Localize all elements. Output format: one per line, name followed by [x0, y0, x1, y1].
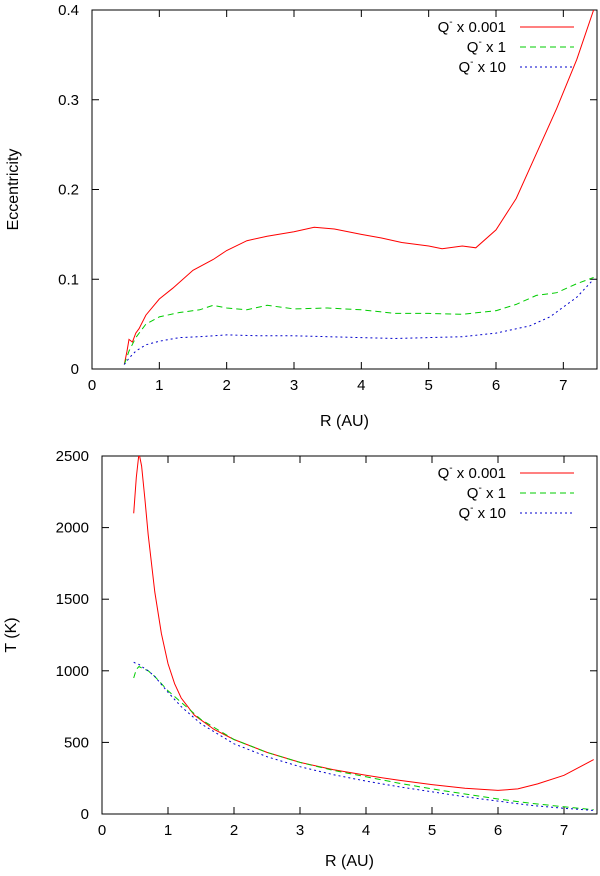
y-axis-label: T (K) — [3, 617, 20, 652]
x-tick-label: 5 — [424, 377, 432, 394]
x-tick-label: 5 — [428, 822, 436, 839]
x-tick-label: 4 — [357, 377, 365, 394]
x-tick-label: 3 — [296, 822, 304, 839]
y-tick-label: 1500 — [56, 591, 89, 608]
x-tick-label: 2 — [230, 822, 238, 839]
y-tick-label: 0 — [81, 806, 89, 823]
y-tick-label: 2500 — [56, 448, 89, 465]
y-axis-label: Eccentricity — [5, 149, 22, 231]
x-tick-label: 6 — [492, 377, 500, 394]
chart-2: 0 1 2 3 4 5 6 7 0 500 1000 1500 2000 2500 R (AU) T (K) Q… — [3, 448, 598, 870]
legend-label-1: Q- x 0.001 — [438, 17, 506, 36]
series-line-1 — [133, 456, 594, 791]
series-line-2 — [123, 277, 594, 365]
series-line-3 — [133, 661, 594, 811]
x-tick-label: 0 — [98, 822, 106, 839]
x-tick-label: 7 — [560, 822, 568, 839]
y-tick-label: 2000 — [56, 520, 89, 537]
series-line-2 — [133, 665, 594, 811]
x-tick-label: 1 — [155, 377, 163, 394]
x-tick-label: 4 — [362, 822, 370, 839]
y-tick-label: 1000 — [56, 663, 89, 680]
x-tick-label: 3 — [290, 377, 298, 394]
legend-label-2: Q- x 1 — [467, 37, 506, 56]
plot-frame — [101, 455, 598, 815]
y-tick-label: 0.2 — [58, 182, 79, 199]
x-tick-label: 1 — [164, 822, 172, 839]
series-line-3 — [123, 278, 594, 365]
x-axis-label: R (AU) — [320, 413, 369, 430]
legend-label-3: Q- x 10 — [458, 57, 506, 76]
x-tick-label: 0 — [88, 377, 96, 394]
y-tick-label: 0.3 — [58, 92, 79, 109]
y-tick-label: 0 — [71, 361, 79, 378]
y-tick-label: 0.1 — [58, 271, 79, 288]
y-tick-label: 0.4 — [58, 2, 79, 19]
chart-1: 0 1 2 3 4 5 6 7 0 0.1 0.2 0.3 0.4 R (AU) Eccentricity Q… — [5, 2, 598, 430]
legend-label-3: Q- x 10 — [458, 503, 506, 522]
legend-label-2: Q- x 1 — [467, 483, 506, 502]
x-tick-label: 2 — [222, 377, 230, 394]
x-axis-label: R (AU) — [325, 853, 374, 870]
x-tick-label: 7 — [559, 377, 567, 394]
y-tick-label: 500 — [64, 734, 89, 751]
series-line-1 — [123, 10, 595, 365]
x-tick-label: 6 — [494, 822, 502, 839]
legend-label-1: Q- x 0.001 — [438, 463, 506, 482]
